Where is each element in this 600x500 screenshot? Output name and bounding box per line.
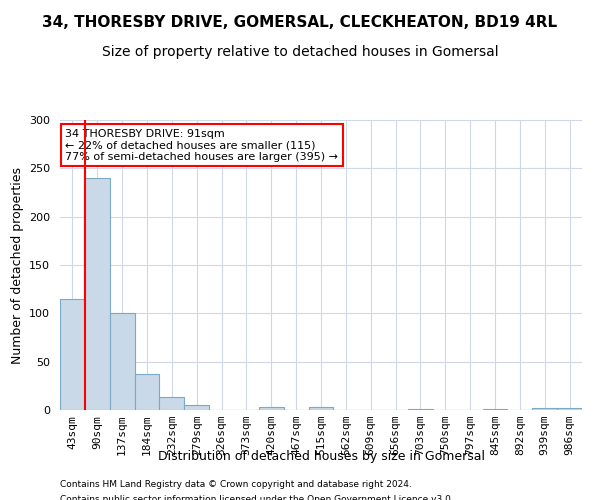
Bar bbox=[532, 408, 557, 410]
Bar bbox=[160, 398, 184, 410]
Text: Size of property relative to detached houses in Gomersal: Size of property relative to detached ho… bbox=[101, 45, 499, 59]
Text: 34 THORESBY DRIVE: 91sqm
← 22% of detached houses are smaller (115)
77% of semi-: 34 THORESBY DRIVE: 91sqm ← 22% of detach… bbox=[65, 128, 338, 162]
Y-axis label: Number of detached properties: Number of detached properties bbox=[11, 166, 23, 364]
Text: 34, THORESBY DRIVE, GOMERSAL, CLECKHEATON, BD19 4RL: 34, THORESBY DRIVE, GOMERSAL, CLECKHEATO… bbox=[43, 15, 557, 30]
Bar bbox=[85, 178, 110, 410]
Bar bbox=[184, 405, 209, 410]
Bar bbox=[134, 374, 160, 410]
Text: Contains HM Land Registry data © Crown copyright and database right 2024.: Contains HM Land Registry data © Crown c… bbox=[60, 480, 412, 489]
Bar bbox=[408, 409, 433, 410]
Bar bbox=[110, 314, 134, 410]
Text: Distribution of detached houses by size in Gomersal: Distribution of detached houses by size … bbox=[157, 450, 485, 463]
Text: Contains public sector information licensed under the Open Government Licence v3: Contains public sector information licen… bbox=[60, 495, 454, 500]
Bar bbox=[482, 409, 508, 410]
Bar bbox=[557, 408, 582, 410]
Bar bbox=[259, 407, 284, 410]
Bar bbox=[60, 299, 85, 410]
Bar bbox=[308, 407, 334, 410]
